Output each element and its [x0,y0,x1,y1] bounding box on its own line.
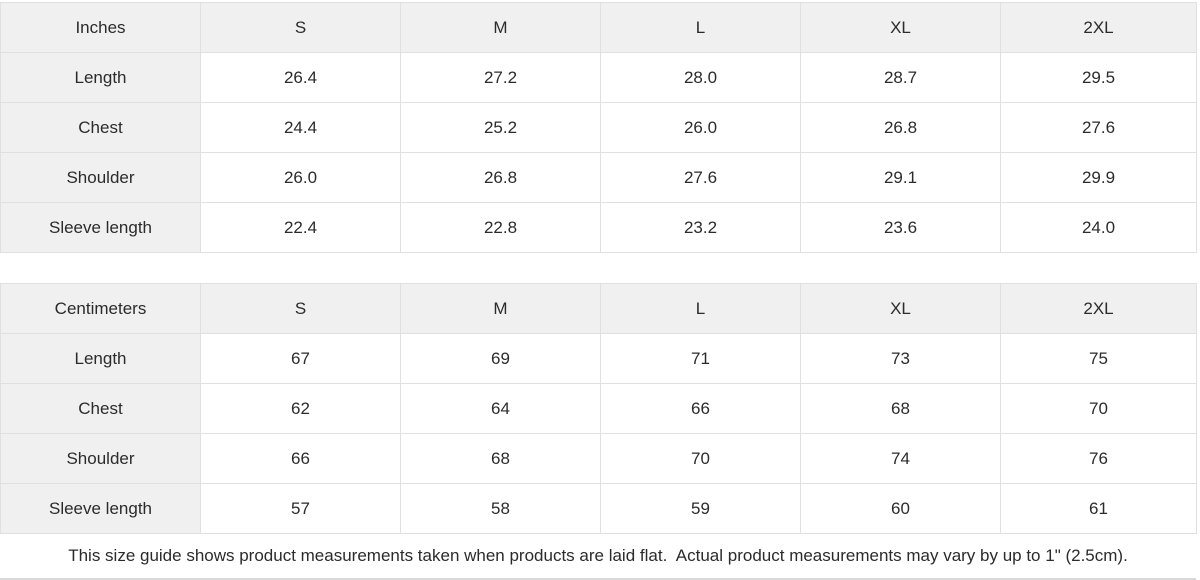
header-row: Centimeters S M L XL 2XL [0,283,1197,334]
value-cell: 71 [600,333,801,384]
value-cell: 27.6 [600,152,801,203]
value-cell: 27.6 [1000,102,1197,153]
value-cell: 73 [800,333,1001,384]
unit-header-inches: Inches [0,2,201,53]
value-cell: 70 [600,433,801,484]
row-label: Shoulder [0,433,201,484]
table-row-shoulder: Shoulder 26.0 26.8 27.6 29.1 29.9 [0,152,1197,203]
value-cell: 29.9 [1000,152,1197,203]
value-cell: 28.7 [800,52,1001,103]
value-cell: 60 [800,483,1001,534]
value-cell: 23.2 [600,202,801,253]
header-row: Inches S M L XL 2XL [0,2,1197,53]
table-row-chest: Chest 62 64 66 68 70 [0,383,1197,434]
row-label: Sleeve length [0,202,201,253]
table-row-chest: Chest 24.4 25.2 26.0 26.8 27.6 [0,102,1197,153]
value-cell: 66 [600,383,801,434]
value-cell: 62 [200,383,401,434]
value-cell: 68 [400,433,601,484]
table-row-length: Length 26.4 27.2 28.0 28.7 29.5 [0,52,1197,103]
size-header-m: M [400,2,601,53]
size-header-s: S [200,2,401,53]
value-cell: 61 [1000,483,1197,534]
size-table-inches: Inches S M L XL 2XL Length 26.4 27.2 28.… [0,2,1197,253]
value-cell: 22.8 [400,202,601,253]
row-label: Length [0,333,201,384]
size-header-2xl: 2XL [1000,2,1197,53]
value-cell: 76 [1000,433,1197,484]
value-cell: 26.0 [600,102,801,153]
unit-header-centimeters: Centimeters [0,283,201,334]
size-header-xl: XL [800,2,1001,53]
row-label: Chest [0,102,201,153]
table-row-shoulder: Shoulder 66 68 70 74 76 [0,433,1197,484]
size-header-s: S [200,283,401,334]
value-cell: 24.0 [1000,202,1197,253]
value-cell: 29.1 [800,152,1001,203]
size-header-xl: XL [800,283,1001,334]
value-cell: 66 [200,433,401,484]
value-cell: 68 [800,383,1001,434]
size-header-l: L [600,2,801,53]
value-cell: 57 [200,483,401,534]
value-cell: 26.8 [800,102,1001,153]
size-table-centimeters: Centimeters S M L XL 2XL Length 67 69 71… [0,283,1197,534]
value-cell: 28.0 [600,52,801,103]
value-cell: 74 [800,433,1001,484]
value-cell: 27.2 [400,52,601,103]
value-cell: 67 [200,333,401,384]
value-cell: 64 [400,383,601,434]
value-cell: 23.6 [800,202,1001,253]
value-cell: 26.8 [400,152,601,203]
size-header-2xl: 2XL [1000,283,1197,334]
table-row-sleeve-length: Sleeve length 22.4 22.8 23.2 23.6 24.0 [0,202,1197,253]
row-label: Length [0,52,201,103]
footer-note: This size guide shows product measuremen… [0,534,1196,580]
value-cell: 24.4 [200,102,401,153]
value-cell: 75 [1000,333,1197,384]
value-cell: 58 [400,483,601,534]
size-header-m: M [400,283,601,334]
value-cell: 26.0 [200,152,401,203]
value-cell: 22.4 [200,202,401,253]
value-cell: 26.4 [200,52,401,103]
value-cell: 25.2 [400,102,601,153]
value-cell: 29.5 [1000,52,1197,103]
value-cell: 59 [600,483,801,534]
row-label: Chest [0,383,201,434]
table-row-length: Length 67 69 71 73 75 [0,333,1197,384]
table-row-sleeve-length: Sleeve length 57 58 59 60 61 [0,483,1197,534]
size-header-l: L [600,283,801,334]
row-label: Sleeve length [0,483,201,534]
value-cell: 70 [1000,383,1197,434]
row-label: Shoulder [0,152,201,203]
value-cell: 69 [400,333,601,384]
